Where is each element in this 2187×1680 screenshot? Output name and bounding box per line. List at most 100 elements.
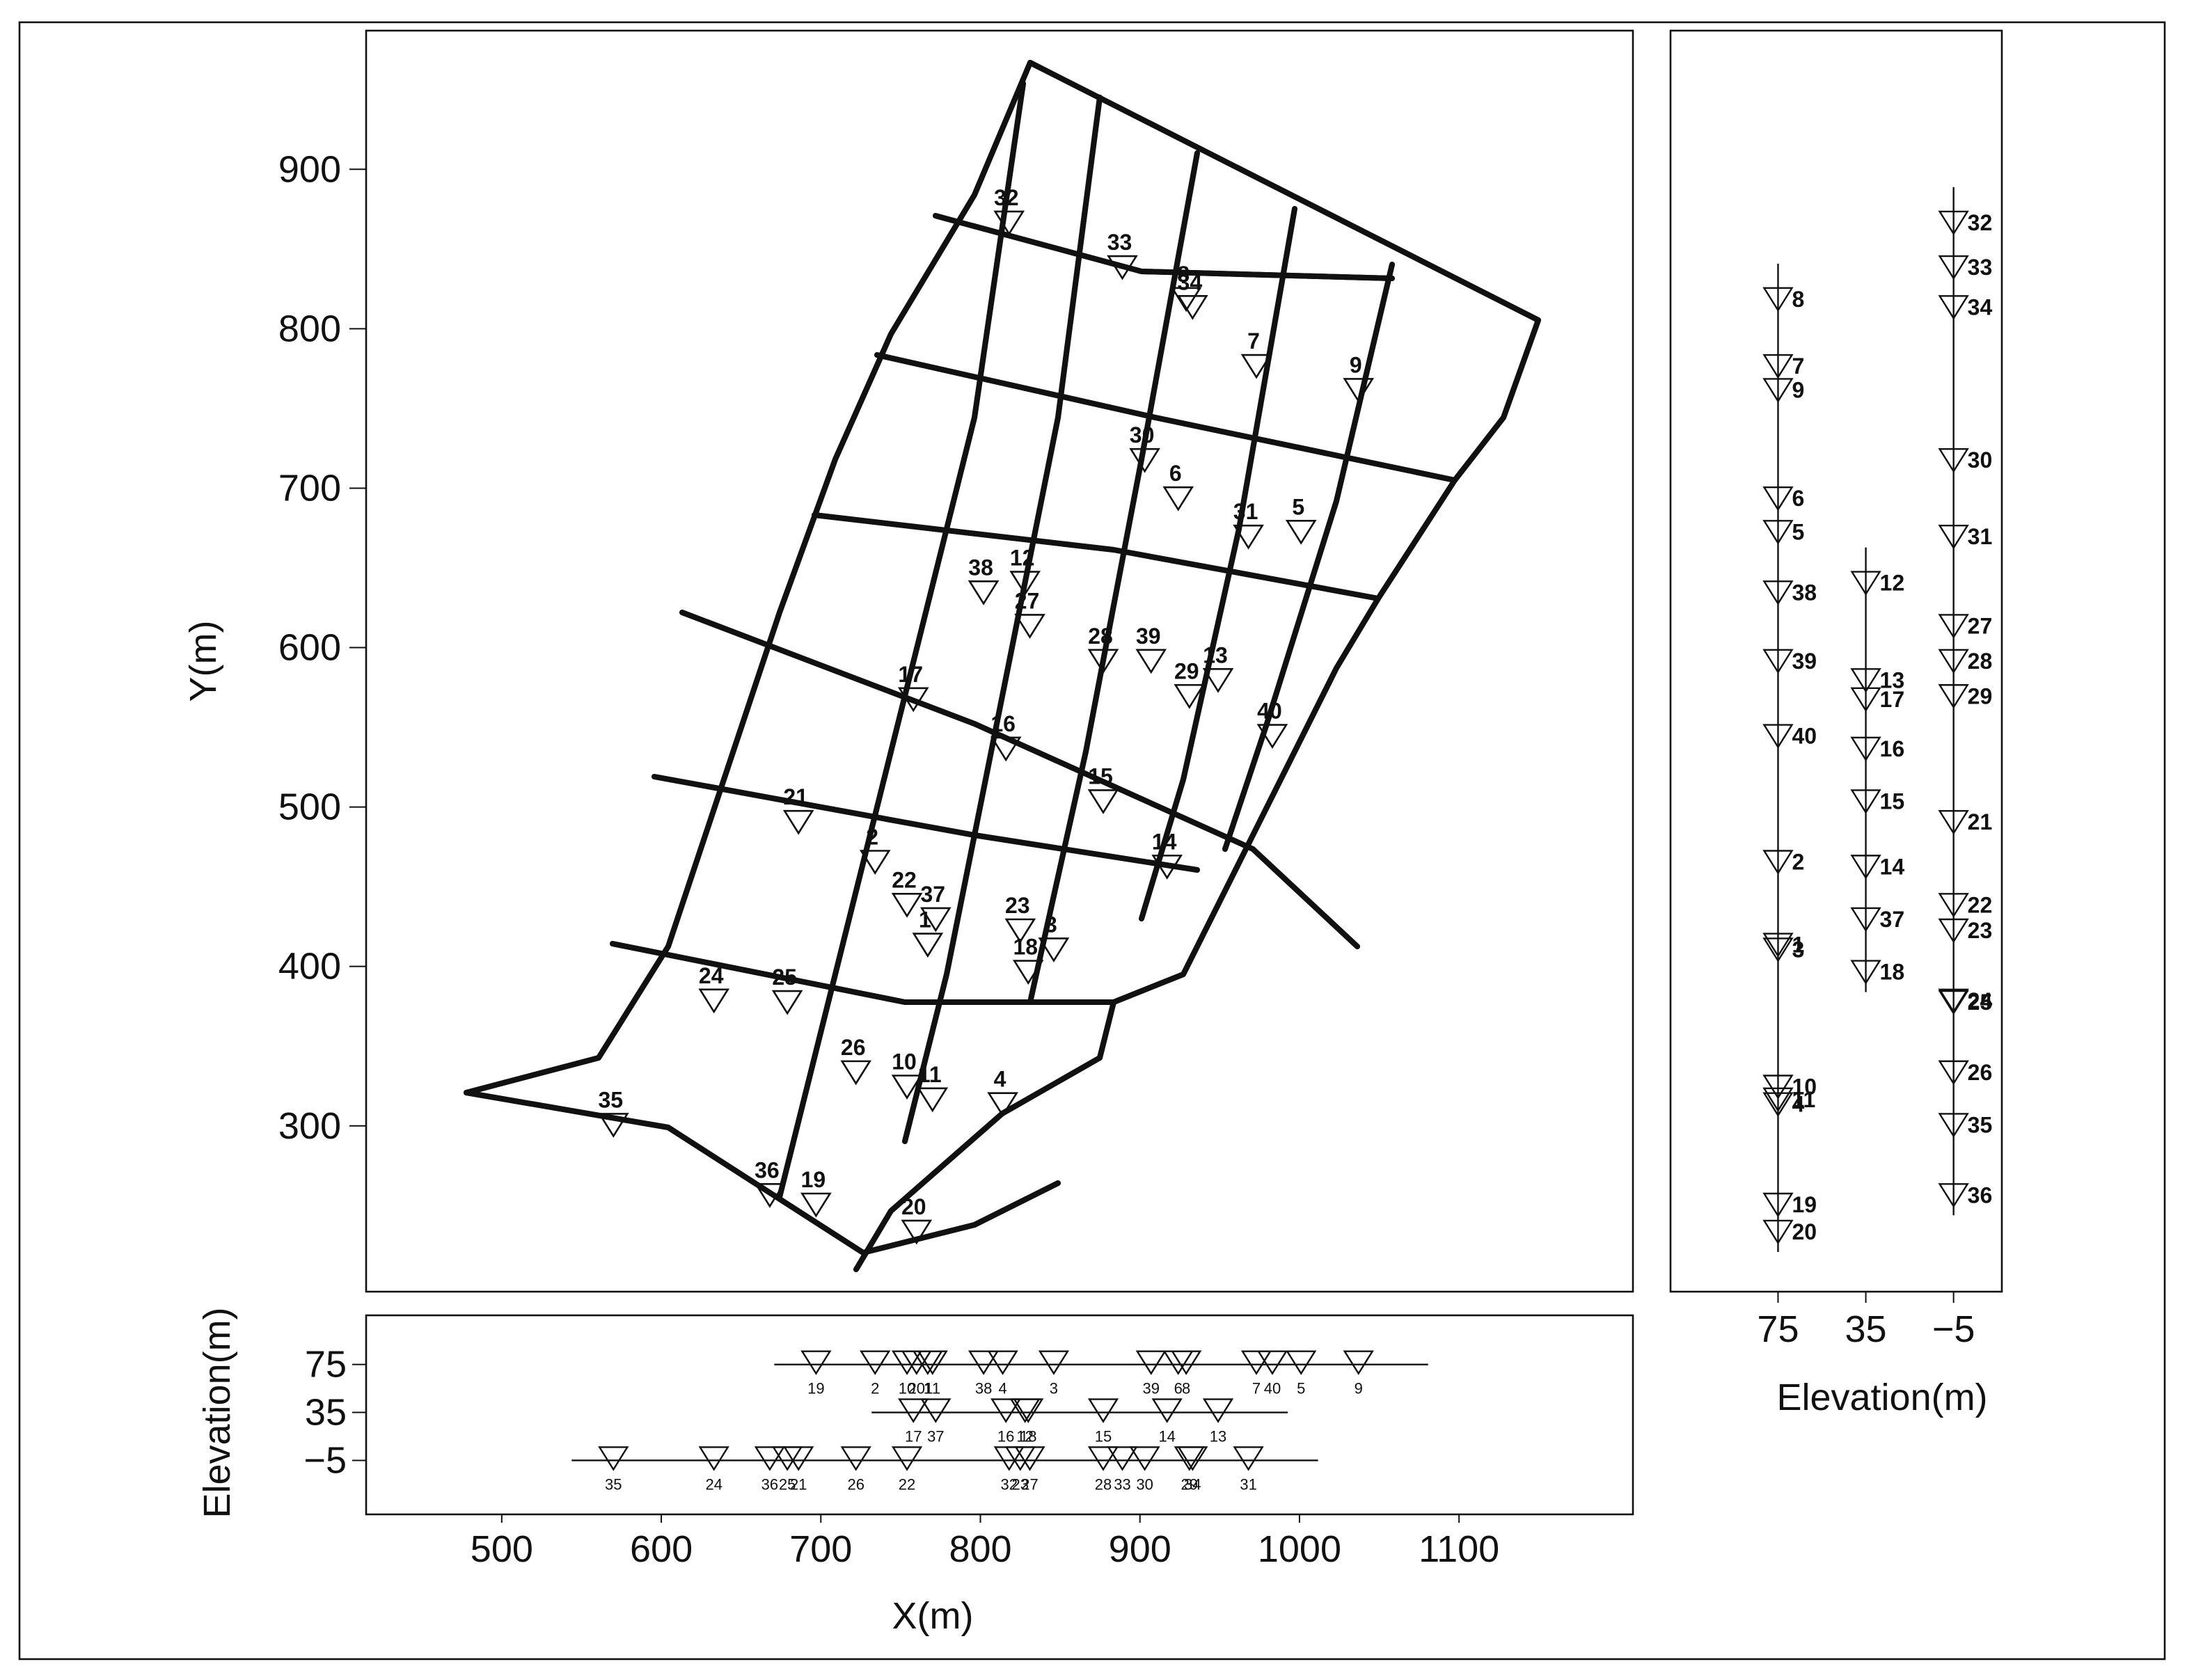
station-label: 25 — [1968, 990, 1993, 1015]
station-marker — [1151, 1398, 1183, 1423]
station-marker — [968, 580, 1000, 605]
station-marker — [860, 1350, 891, 1375]
station-marker — [1938, 990, 1969, 1015]
station-label: 27 — [1015, 588, 1040, 613]
elevation-tick-label: 35 — [305, 1392, 347, 1434]
station-label: 6 — [1792, 486, 1804, 511]
station-label: 21 — [1968, 809, 1993, 834]
station-marker — [1170, 287, 1202, 312]
station-label: 17 — [905, 1428, 922, 1445]
station-label: 23 — [1005, 893, 1030, 918]
station-label: 40 — [1792, 724, 1817, 749]
station-label: 15 — [1088, 763, 1113, 789]
station-marker — [840, 1060, 872, 1086]
station-label: 2 — [1792, 849, 1804, 874]
y-tick-label: 400 — [278, 946, 341, 988]
x-tick-label: 700 — [789, 1528, 852, 1570]
station-marker — [1135, 1350, 1167, 1375]
station-marker — [901, 1219, 933, 1245]
station-label: 30 — [1130, 422, 1155, 447]
y-tick-label: 600 — [278, 627, 341, 669]
station-label: 13 — [1203, 642, 1228, 667]
station-label: 34 — [1178, 269, 1203, 294]
station-label: 28 — [1095, 1475, 1112, 1493]
station-marker — [1762, 287, 1794, 312]
station-label: 10 — [899, 1380, 915, 1397]
station-label: 9 — [1350, 352, 1362, 377]
station-marker — [1762, 354, 1794, 379]
station-marker — [1009, 571, 1041, 596]
station-marker — [917, 1350, 948, 1375]
station-label: 11 — [924, 1380, 940, 1397]
station-label: 20 — [908, 1380, 925, 1397]
station-marker — [1850, 571, 1881, 596]
station-label: 19 — [807, 1380, 824, 1397]
station-label: 30 — [1136, 1475, 1153, 1493]
station-marker — [1087, 1446, 1119, 1471]
station-marker — [990, 736, 1022, 762]
outer-border — [18, 21, 2166, 1661]
station-label: 34 — [1968, 294, 1993, 319]
station-label: 28 — [1088, 624, 1113, 649]
station-marker — [1038, 937, 1070, 962]
station-marker — [754, 1446, 786, 1471]
station-marker — [1938, 1183, 1969, 1208]
station-label: 9 — [1792, 377, 1804, 402]
station-label: 1 — [919, 908, 931, 933]
station-marker — [1285, 520, 1317, 545]
station-label: 37 — [921, 882, 946, 907]
station-label: 14 — [1158, 1428, 1175, 1445]
station-label: 31 — [1968, 524, 1993, 549]
station-marker — [1850, 687, 1881, 713]
station-marker — [1202, 1398, 1234, 1423]
station-label: 33 — [1107, 230, 1132, 255]
station-marker — [1762, 1219, 1794, 1245]
station-marker — [1762, 520, 1794, 545]
y-tick-label: 800 — [278, 308, 341, 349]
station-marker — [754, 1182, 786, 1208]
station-label: 33 — [1968, 255, 1993, 280]
station-marker — [901, 1350, 932, 1375]
station-marker — [1129, 1446, 1160, 1471]
station-label: 10 — [892, 1049, 917, 1074]
station-marker — [968, 1350, 1000, 1375]
station-label: 26 — [847, 1475, 864, 1493]
station-label: 21 — [790, 1475, 807, 1493]
station-marker — [1286, 1350, 1317, 1375]
station-label: 12 — [1010, 546, 1035, 571]
station-marker — [1762, 1092, 1794, 1117]
station-marker — [987, 1350, 1018, 1375]
station-label: 40 — [1264, 1380, 1281, 1397]
station-label: 32 — [1001, 1475, 1018, 1493]
station-marker — [1014, 614, 1045, 639]
station-label: 14 — [1152, 829, 1177, 854]
station-label: 16 — [997, 1428, 1014, 1445]
station-label: 4 — [998, 1380, 1006, 1397]
station-marker — [840, 1446, 871, 1471]
station-marker — [897, 687, 929, 713]
station-label: 23 — [1968, 918, 1993, 943]
station-label: 22 — [899, 1475, 915, 1493]
x-tick-label: 800 — [949, 1528, 1011, 1570]
station-marker — [1938, 1113, 1969, 1138]
station-marker — [1256, 1350, 1288, 1375]
station-label: 4 — [1792, 1092, 1804, 1117]
station-label: 32 — [994, 185, 1019, 210]
x-axis-title: X(m) — [892, 1595, 974, 1637]
station-label: 35 — [598, 1087, 623, 1112]
elevation-tick-label: 35 — [1845, 1308, 1887, 1350]
station-marker — [1762, 1087, 1794, 1113]
station-marker — [993, 1446, 1025, 1471]
station-marker — [1012, 960, 1044, 985]
station-marker — [987, 1092, 1018, 1118]
station-label: 21 — [783, 784, 808, 809]
station-label: 37 — [927, 1428, 944, 1445]
station-label: 3 — [1045, 912, 1057, 937]
station-marker — [1004, 918, 1036, 944]
station-label: 28 — [1968, 649, 1993, 674]
station-label: 29 — [1181, 1475, 1198, 1493]
station-marker — [1256, 724, 1288, 749]
station-marker — [1938, 448, 1969, 473]
station-marker — [1240, 354, 1272, 379]
